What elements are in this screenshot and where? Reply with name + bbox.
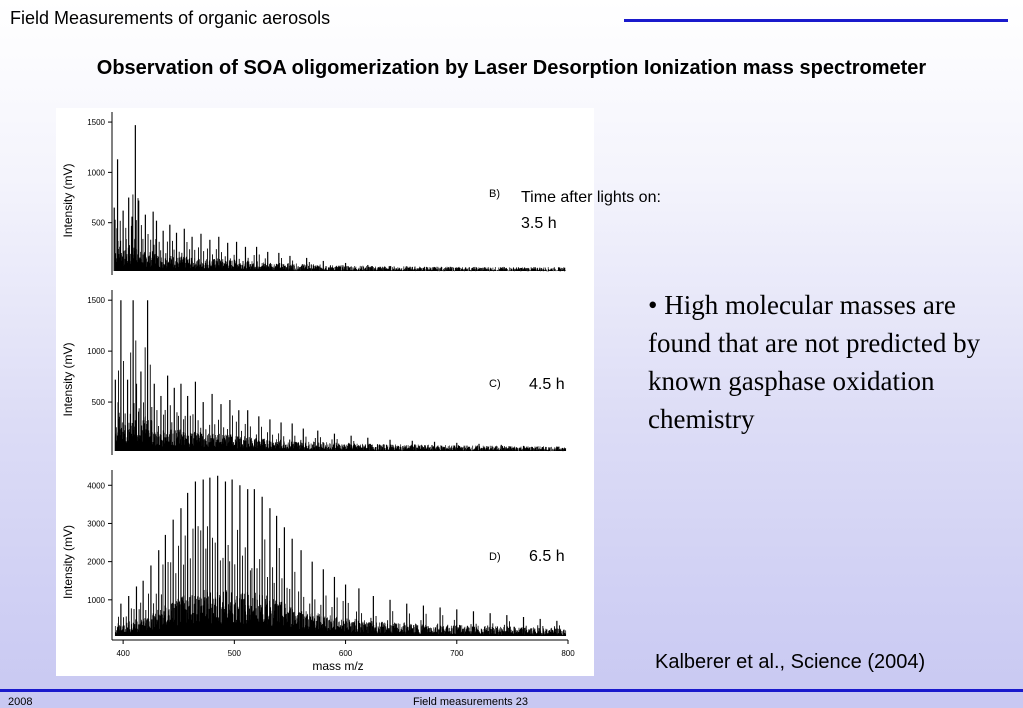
panel-d-time: 6.5 h xyxy=(529,548,565,565)
spectra-figure: 500 1000 1500 Intensity (mV) 500 1000 1500 Inte… xyxy=(56,108,594,676)
x-tick-label: 800 xyxy=(561,649,575,658)
citation: Kalberer et al., Science (2004) xyxy=(655,651,926,673)
y-tick-label: 500 xyxy=(92,398,106,407)
panel-d-label: D) xyxy=(489,551,501,563)
y-tick-label: 4000 xyxy=(87,481,105,490)
y-tick-label: 3000 xyxy=(87,519,105,528)
x-tick-label: 600 xyxy=(339,649,353,658)
slide-title: Observation of SOA oligomerization by La… xyxy=(96,57,927,79)
y-tick-label: 1000 xyxy=(87,596,105,605)
y-axis-label: Intensity (mV) xyxy=(61,525,75,599)
panel-b-label: B) xyxy=(489,188,500,200)
y-tick-label: 500 xyxy=(92,219,106,228)
y-tick-label: 2000 xyxy=(87,558,105,567)
mass-spectra-chart: 500 1000 1500 Intensity (mV) 500 1000 1500 Inte… xyxy=(61,112,575,673)
panel-b-time: 3.5 h xyxy=(521,215,557,232)
y-tick-label: 1500 xyxy=(87,296,105,305)
y-axis-label: Intensity (mV) xyxy=(61,342,75,416)
y-tick-label: 1000 xyxy=(87,168,105,177)
x-tick-label: 700 xyxy=(450,649,464,658)
y-tick-label: 1000 xyxy=(87,347,105,356)
spectrum-trace xyxy=(114,406,567,452)
x-tick-label: 500 xyxy=(228,649,242,658)
footer-year: 2008 xyxy=(8,696,33,708)
footer-rule xyxy=(0,689,1023,692)
bullet-point: • High molecular masses are found that a… xyxy=(648,290,981,434)
panel-c-time: 4.5 h xyxy=(529,376,565,393)
x-tick-label: 400 xyxy=(116,649,130,658)
spectrum-trace xyxy=(114,589,567,636)
x-axis-label: mass m/z xyxy=(312,659,363,673)
y-tick-label: 1500 xyxy=(87,118,105,127)
time-after-lights-label: Time after lights on: xyxy=(521,189,661,206)
header-rule xyxy=(624,19,1008,22)
panel-c-label: C) xyxy=(489,378,501,390)
header-title: Field Measurements of organic aerosols xyxy=(10,8,331,28)
y-axis-label: Intensity (mV) xyxy=(61,163,75,237)
footer-page-label: Field measurements 23 xyxy=(413,696,528,708)
spectrum-trace xyxy=(114,238,567,272)
